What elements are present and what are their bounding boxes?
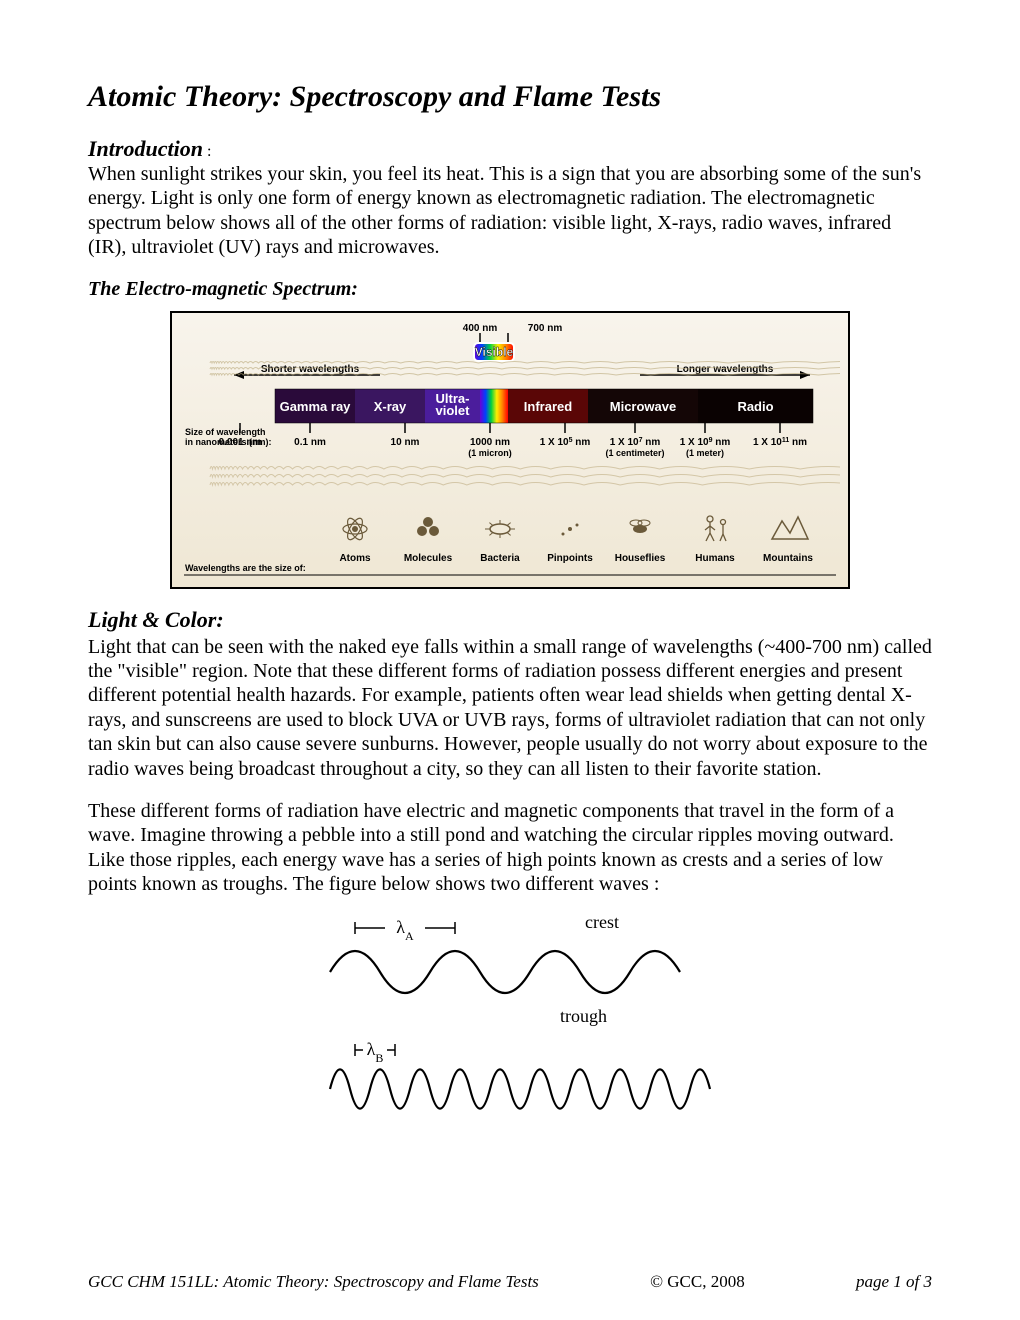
- svg-text:Humans: Humans: [695, 553, 735, 564]
- wave-figure: λA crest trough λB: [300, 914, 720, 1149]
- svg-text:1 X 105 nm: 1 X 105 nm: [540, 436, 591, 448]
- svg-text:(1 meter): (1 meter): [686, 448, 724, 458]
- svg-text:400 nm: 400 nm: [463, 323, 498, 334]
- svg-text:λA: λA: [396, 917, 414, 943]
- spectrum-figure: 400 nm700 nmVisibleShorter wavelengthsLo…: [170, 311, 850, 589]
- svg-text:Atoms: Atoms: [339, 553, 371, 564]
- svg-text:Mountains: Mountains: [763, 553, 813, 564]
- svg-text:λB: λB: [367, 1039, 384, 1065]
- svg-text:trough: trough: [560, 1006, 607, 1026]
- page-footer: GCC CHM 151LL: Atomic Theory: Spectrosco…: [88, 1272, 932, 1292]
- svg-text:0.1 nm: 0.1 nm: [294, 437, 326, 448]
- svg-text:(1 micron): (1 micron): [468, 448, 512, 458]
- spectrum-heading: The Electro-magnetic Spectrum:: [88, 278, 932, 301]
- svg-text:Bacteria: Bacteria: [480, 553, 520, 564]
- intro-heading-colon: :: [203, 143, 211, 160]
- svg-text:crest: crest: [585, 914, 619, 932]
- svg-text:1 X 107 nm: 1 X 107 nm: [610, 436, 661, 448]
- svg-text:Microwave: Microwave: [610, 399, 676, 414]
- svg-text:Radio: Radio: [737, 399, 773, 414]
- svg-text:Pinpoints: Pinpoints: [547, 553, 593, 564]
- svg-text:violet: violet: [436, 403, 471, 418]
- light-para-1: Light that can be seen with the naked ey…: [88, 635, 932, 781]
- footer-right: page 1 of 3: [856, 1272, 932, 1292]
- light-heading: Light & Color:: [88, 607, 932, 633]
- svg-text:Houseflies: Houseflies: [615, 553, 666, 564]
- footer-middle: © GCC, 2008: [650, 1272, 745, 1292]
- svg-text:0.001 nm: 0.001 nm: [219, 437, 262, 448]
- svg-text:10 nm: 10 nm: [391, 437, 420, 448]
- svg-text:1 X 109 nm: 1 X 109 nm: [680, 436, 731, 448]
- footer-left: GCC CHM 151LL: Atomic Theory: Spectrosco…: [88, 1272, 539, 1292]
- page-title: Atomic Theory: Spectroscopy and Flame Te…: [88, 80, 932, 114]
- svg-text:1 X 1011 nm: 1 X 1011 nm: [753, 436, 807, 448]
- svg-text:X-ray: X-ray: [374, 399, 407, 414]
- svg-text:Size of wavelength: Size of wavelength: [185, 427, 266, 437]
- svg-text:Infrared: Infrared: [524, 399, 572, 414]
- svg-text:1000 nm: 1000 nm: [470, 437, 510, 448]
- svg-text:Wavelengths are the size of:: Wavelengths are the size of:: [185, 563, 306, 573]
- light-para-2: These different forms of radiation have …: [88, 799, 932, 897]
- svg-text:700 nm: 700 nm: [528, 323, 563, 334]
- svg-text:Visible: Visible: [475, 345, 514, 359]
- svg-text:(1 centimeter): (1 centimeter): [605, 448, 664, 458]
- svg-text:Gamma ray: Gamma ray: [280, 399, 352, 414]
- intro-text: When sunlight strikes your skin, you fee…: [88, 162, 932, 260]
- intro-heading: Introduction: [88, 136, 203, 161]
- svg-text:Molecules: Molecules: [404, 553, 453, 564]
